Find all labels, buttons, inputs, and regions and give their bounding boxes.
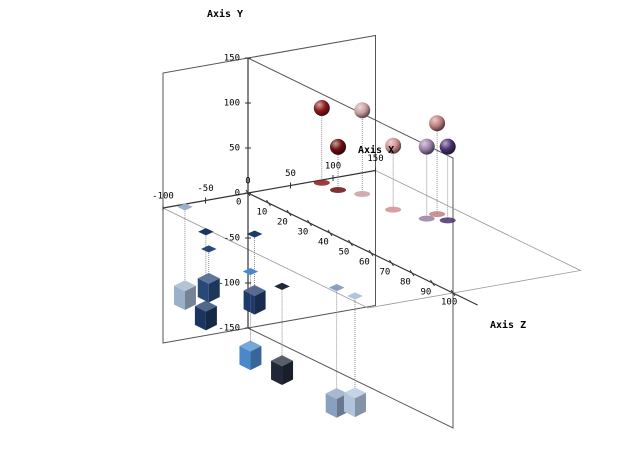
shadow (330, 187, 347, 194)
x-tick-label: -100 (152, 192, 174, 202)
z-tick (327, 229, 333, 237)
y-tick-label: -150 (218, 324, 240, 334)
sphere (418, 138, 435, 155)
y-tick-label: 0 (235, 189, 240, 199)
z-tick (266, 199, 271, 207)
sphere-point (429, 115, 446, 218)
sphere-point (313, 100, 330, 186)
cube-right (250, 345, 262, 371)
shadow (198, 228, 214, 236)
z-tick (348, 239, 353, 247)
cube-point (343, 292, 366, 418)
cube-point (271, 282, 294, 385)
cube-point (197, 245, 220, 303)
z-tick-label: 20 (277, 218, 288, 228)
z-tick-label: 10 (257, 208, 268, 218)
shadow (439, 217, 456, 224)
shadow (200, 245, 217, 253)
z-tick (450, 289, 456, 297)
cube-left (173, 285, 185, 310)
shadow (354, 190, 371, 197)
shadow (313, 179, 330, 186)
z-tick (286, 209, 292, 217)
x-tick-label: 0 (245, 177, 250, 187)
z-tick (430, 279, 435, 287)
y-tick-label: -50 (224, 234, 240, 244)
z-tick-label: 0 (236, 198, 241, 208)
y-axis-label: Axis Y (207, 8, 243, 20)
x-tick-label: -50 (197, 184, 213, 194)
shadow (246, 230, 263, 238)
z-tick-label: 40 (318, 238, 329, 248)
cube-point (173, 203, 196, 310)
shadow (242, 267, 259, 276)
z-tick-label: 90 (421, 288, 432, 298)
cube-left (197, 278, 209, 303)
cube-right (208, 278, 220, 303)
shadow (385, 206, 402, 213)
cube-left (243, 290, 255, 315)
y-tick-label: 50 (229, 144, 240, 154)
z-axis (247, 192, 478, 306)
x-axis (162, 169, 376, 209)
x-tick-label: 100 (325, 162, 341, 172)
cube-right (282, 360, 294, 385)
sphere-point (439, 138, 456, 224)
z-axis-label: Axis Z (490, 319, 526, 331)
cube-point (194, 228, 217, 331)
z-tick-label: 80 (400, 278, 411, 288)
xy-plane (162, 34, 376, 344)
sphere-point (354, 102, 371, 197)
shadow (328, 284, 345, 292)
shadow (274, 282, 290, 290)
cube-right (254, 290, 266, 315)
cube-left (343, 392, 355, 418)
z-tick (307, 219, 312, 227)
z-tick (245, 189, 251, 197)
y-tick-label: 100 (224, 99, 240, 109)
y-tick-label: -100 (218, 279, 240, 289)
sphere (429, 115, 446, 132)
sphere (354, 102, 371, 119)
sphere (439, 138, 456, 155)
x-axis-label: Axis X (358, 144, 394, 156)
cube-right (205, 306, 217, 331)
cube-left (239, 345, 251, 371)
sphere (330, 138, 347, 155)
sphere-point (418, 138, 435, 222)
cube-left (325, 393, 337, 418)
y-tick-label: 150 (224, 54, 240, 64)
shadow (177, 203, 193, 211)
z-tick (409, 269, 415, 277)
cube-left (271, 360, 283, 385)
sphere-point (385, 137, 402, 213)
sphere (313, 100, 330, 116)
z-tick (389, 259, 394, 267)
z-tick-label: 60 (359, 258, 370, 268)
z-tick-label: 50 (339, 248, 350, 258)
z-tick-label: 30 (298, 228, 309, 238)
cube-left (194, 306, 206, 331)
cube-right (184, 285, 196, 310)
shadow (418, 215, 435, 222)
cube-right (354, 392, 366, 418)
sphere (385, 137, 402, 154)
z-tick-label: 70 (380, 268, 391, 278)
sphere-point (330, 138, 347, 194)
shadow (347, 292, 363, 300)
cube-point (243, 230, 266, 315)
cube-point (239, 267, 262, 371)
z-tick (368, 249, 374, 257)
z-tick-label: 100 (441, 298, 457, 308)
shadow (429, 211, 446, 218)
x-tick-label: 150 (367, 154, 383, 164)
x-tick-label: 50 (285, 169, 296, 179)
